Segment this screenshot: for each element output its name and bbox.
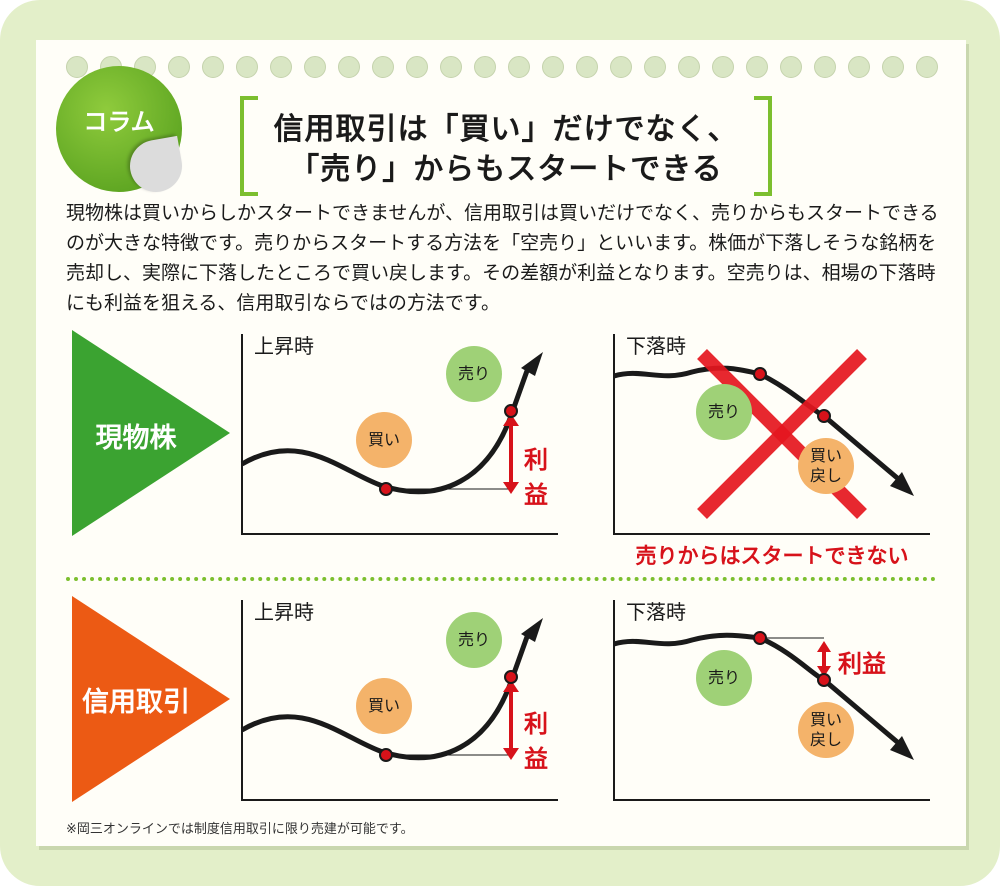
buy-point (379, 748, 393, 762)
profit-label: 利益 (524, 710, 548, 773)
binder-hole (814, 56, 836, 78)
margin-rising-chart: 上昇時 買い 売り 利益 (240, 596, 560, 812)
profit-arrow-top (503, 414, 519, 426)
buyback-point (817, 673, 831, 687)
binder-hole (848, 56, 870, 78)
binder-hole (372, 56, 394, 78)
profit-arrow-bottom (503, 748, 519, 760)
buyback-line1: 買い (809, 446, 842, 465)
sell-bubble: 売り (446, 612, 502, 668)
chart-axes (613, 600, 930, 801)
arrow-head (890, 736, 914, 760)
buyback-line2: 戻し (809, 466, 842, 485)
cross-mark-stroke (697, 349, 867, 519)
binder-hole (610, 56, 632, 78)
footnote: ※岡三オンラインでは制度信用取引に限り売建が可能です。 (66, 822, 414, 837)
sell-point (753, 367, 767, 381)
spot-falling-chart: 下落時 売り 買い 戻し (612, 330, 932, 546)
title-bracket-left (240, 96, 258, 196)
buyback-point (817, 409, 831, 423)
buyback-line1: 買い (809, 710, 842, 729)
binder-hole (780, 56, 802, 78)
binder-hole (746, 56, 768, 78)
page-title-line1: 信用取引は「買い」だけでなく、 (273, 112, 739, 147)
binder-hole (168, 56, 190, 78)
binder-hole (406, 56, 428, 78)
chart-axes (241, 334, 558, 535)
profit-arrow-top (503, 680, 519, 692)
profit-arrow-bottom (817, 666, 831, 677)
buyback-line2: 戻し (809, 730, 842, 749)
binder-hole (338, 56, 360, 78)
chart-axes (613, 334, 930, 535)
arrow-head (890, 472, 914, 496)
price-line (240, 633, 531, 761)
binder-hole (304, 56, 326, 78)
sell-point (504, 670, 518, 684)
sell-point (753, 631, 767, 645)
sell-bubble: 売り (696, 384, 752, 440)
profit-arrow-top (817, 641, 831, 652)
price-line (240, 367, 531, 495)
binder-hole (66, 56, 88, 78)
price-line (613, 365, 904, 484)
spot-stock-arrow (72, 330, 230, 536)
sell-point (504, 404, 518, 418)
binder-hole (542, 56, 564, 78)
buy-point (379, 482, 393, 496)
binder-hole (916, 56, 938, 78)
margin-falling-chart: 下落時 売り 買い 戻し 利益 (612, 596, 932, 812)
buyback-bubble: 買い 戻し (798, 702, 854, 758)
spot-falling-graph (613, 334, 930, 535)
profit-label: 利益 (838, 650, 886, 678)
sell-bubble: 売り (696, 650, 752, 706)
price-line (613, 632, 904, 748)
spot-stock-label: 現物株 (95, 423, 177, 454)
binder-hole (270, 56, 292, 78)
buy-bubble: 買い (356, 412, 412, 468)
chart-title: 下落時 (626, 334, 686, 358)
binder-hole (678, 56, 700, 78)
binder-hole (882, 56, 904, 78)
binder-hole (440, 56, 462, 78)
buyback-bubble: 買い 戻し (798, 438, 854, 494)
section-divider (66, 577, 936, 581)
profit-label: 利益 (524, 446, 548, 509)
binder-hole (576, 56, 598, 78)
column-badge-label: コラム (83, 108, 155, 136)
binder-hole (508, 56, 530, 78)
margin-trading-label: 信用取引 (82, 687, 190, 718)
arrow-head (521, 618, 543, 642)
margin-trading-arrow (72, 596, 230, 802)
binder-hole (474, 56, 496, 78)
arrow-head (521, 352, 543, 376)
margin-rising-graph (240, 600, 558, 801)
binder-hole (712, 56, 734, 78)
spot-rising-chart: 上昇時 買い 売り 利益 (240, 330, 560, 546)
sell-bubble: 売り (446, 346, 502, 402)
title-bracket-right (754, 96, 772, 196)
page-title-line2: 「売り」からもスタートできる (289, 152, 723, 187)
chart-title: 上昇時 (254, 600, 314, 624)
binder-hole (202, 56, 224, 78)
margin-falling-graph (613, 600, 930, 801)
binder-hole (644, 56, 666, 78)
chart-title: 上昇時 (254, 334, 314, 358)
chart-axes (241, 600, 558, 801)
chart-title: 下落時 (626, 600, 686, 624)
intro-paragraph: 現物株は買いからしかスタートできませんが、信用取引は買いだけでなく、売りからもス… (66, 202, 939, 314)
buy-bubble: 買い (356, 678, 412, 734)
profit-arrow-bottom (503, 482, 519, 494)
spot-rising-graph (240, 334, 558, 535)
cannot-start-note: 売りからはスタートできない (635, 544, 909, 568)
binder-hole (236, 56, 258, 78)
